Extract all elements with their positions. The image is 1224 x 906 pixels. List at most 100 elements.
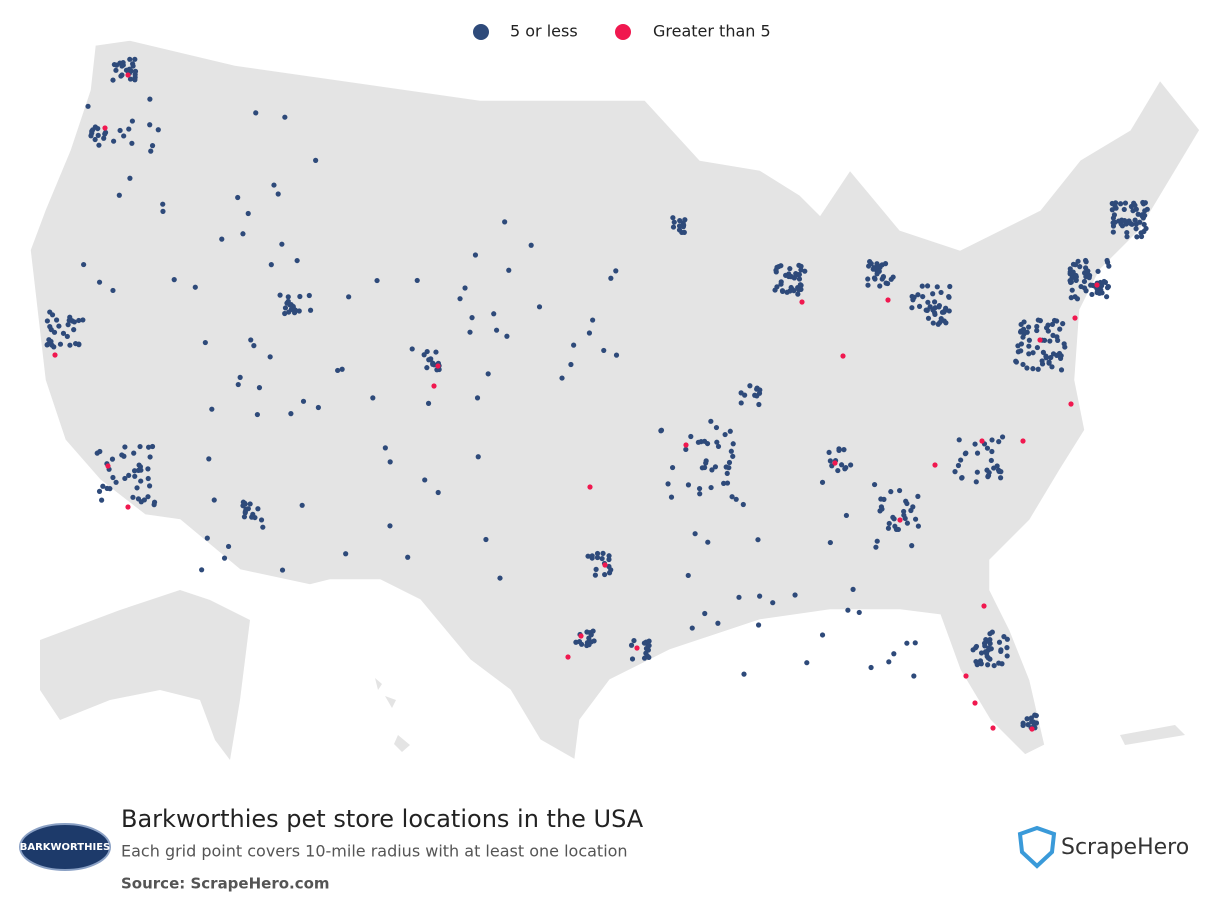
location-dot [934, 284, 940, 290]
location-dot [131, 468, 138, 474]
location-dot [147, 454, 153, 460]
location-dot [896, 487, 903, 494]
location-dot [145, 466, 151, 472]
location-dot [147, 122, 153, 128]
location-dot [932, 462, 938, 468]
location-dot [729, 494, 735, 500]
location-dot [754, 385, 760, 391]
location-dot [53, 317, 60, 323]
location-dot [1081, 278, 1088, 285]
location-dot [149, 443, 156, 450]
location-dot [835, 467, 841, 474]
location-dot [838, 462, 845, 468]
location-dot [676, 223, 683, 229]
location-dot [211, 497, 217, 503]
location-dot [936, 302, 942, 309]
location-dot [51, 344, 57, 350]
shield-icon [1017, 825, 1057, 869]
location-dot [1069, 287, 1075, 293]
location-dot [252, 514, 258, 521]
location-dot [1135, 211, 1141, 217]
puerto-rico [1120, 725, 1185, 745]
location-dot [683, 442, 689, 448]
location-dot [99, 497, 105, 503]
location-dot [253, 110, 259, 116]
location-dot [251, 343, 257, 349]
location-dot [387, 459, 393, 465]
legend-label: 5 or less [510, 22, 578, 41]
location-dot [599, 555, 605, 562]
location-dot [127, 76, 134, 82]
location-dot [297, 293, 303, 300]
location-dot [414, 277, 420, 284]
location-dot [865, 282, 871, 288]
location-dot [405, 554, 411, 560]
location-dot [1068, 401, 1074, 407]
location-dot [941, 308, 948, 314]
location-dot [1031, 722, 1037, 728]
location-dot [204, 535, 210, 541]
location-dot [1112, 219, 1118, 225]
location-dot [999, 434, 1006, 440]
location-dot [797, 282, 803, 288]
location-dot [80, 317, 86, 323]
legend-marker [473, 24, 489, 40]
location-dot [909, 543, 915, 549]
location-dot [730, 441, 736, 447]
location-dot [850, 586, 856, 592]
location-dot [979, 438, 985, 444]
location-dot [634, 645, 640, 651]
location-dot [1083, 259, 1089, 265]
location-dot [747, 383, 753, 389]
location-dot [931, 299, 938, 305]
location-dot [904, 520, 911, 526]
location-dot [988, 457, 994, 464]
location-dot [206, 456, 212, 462]
location-dot [282, 305, 289, 311]
location-dot [1057, 326, 1063, 332]
location-dot [254, 411, 260, 418]
location-dot [1088, 282, 1094, 288]
location-dot [959, 474, 965, 481]
location-dot [705, 539, 711, 545]
location-dot [875, 263, 881, 269]
location-dot [787, 273, 794, 280]
location-dot [909, 305, 915, 311]
location-dot [279, 567, 286, 573]
location-dot [740, 501, 746, 508]
location-dot [681, 229, 687, 235]
location-dot [890, 514, 896, 520]
location-dot [1058, 353, 1064, 359]
location-dot [877, 283, 883, 289]
location-dot [155, 127, 161, 133]
location-dot [985, 662, 991, 668]
location-dot [462, 285, 468, 291]
location-dot [886, 520, 892, 527]
location-dot [299, 502, 305, 508]
location-dot [608, 275, 614, 281]
location-dot [646, 654, 652, 660]
location-dot [131, 450, 137, 456]
location-dot [602, 571, 608, 578]
location-dot [307, 307, 314, 313]
location-dot [757, 593, 763, 599]
location-dot [315, 404, 321, 411]
location-dot [1055, 337, 1061, 343]
location-dot [584, 639, 591, 646]
location-dot [1067, 266, 1073, 272]
location-dot [145, 444, 152, 450]
location-dot [736, 594, 742, 600]
location-dot [904, 500, 910, 507]
location-dot [590, 317, 596, 323]
location-dot [151, 502, 157, 508]
location-dot [1096, 290, 1103, 296]
location-dot [339, 366, 345, 372]
location-dot [125, 72, 131, 78]
location-dot [938, 289, 944, 296]
location-dot [613, 352, 620, 358]
location-dot [908, 507, 914, 514]
location-dot [132, 56, 138, 62]
location-dot [282, 114, 288, 120]
location-dot [96, 142, 102, 148]
location-dot [600, 550, 606, 556]
